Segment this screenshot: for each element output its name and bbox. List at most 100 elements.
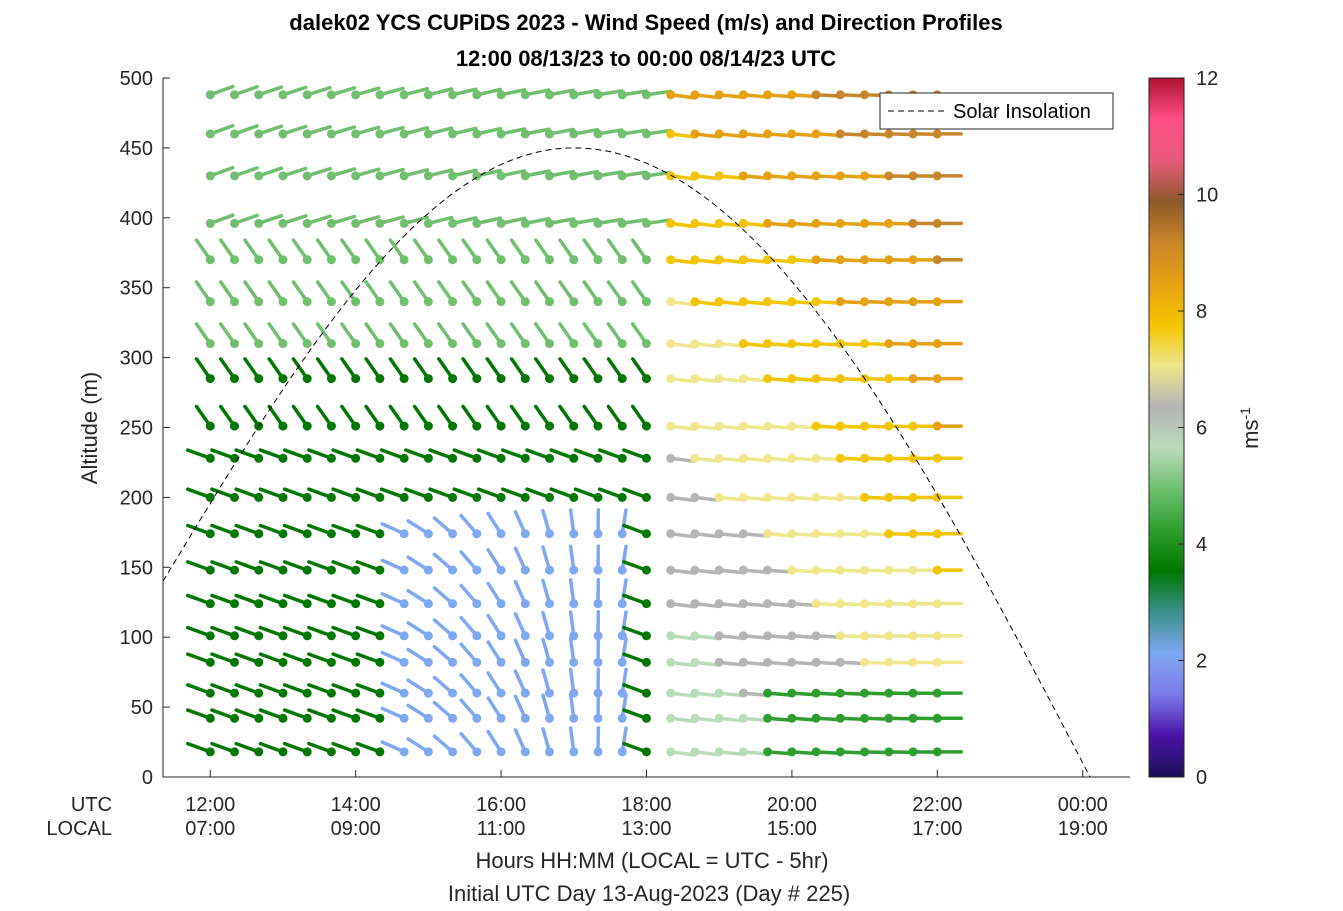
wind-barb [210,652,239,667]
wind-barb [258,708,288,723]
wind-barb [541,726,555,757]
wind-barb [351,167,381,181]
wind-barb [714,421,745,431]
wind-barb [534,238,555,265]
wind-barb [666,599,697,609]
wind-barb [229,166,259,181]
wind-barb [630,404,651,431]
wind-barb [690,747,721,757]
x-tick-label-local: 15:00 [767,818,817,840]
wind-barb [254,85,284,100]
wind-barb [423,87,454,100]
wind-barb [630,322,651,349]
wind-barb [622,683,651,698]
wind-barb [738,297,770,307]
wind-barb [622,625,651,641]
wind-barb [291,238,312,265]
y-tick-label: 200 [120,487,153,509]
wind-barb [307,560,336,575]
wind-barb [210,523,239,539]
wind-barb [738,218,770,228]
wind-barb [714,339,745,349]
wind-barb [622,708,651,723]
wind-barb [282,560,312,575]
wind-barb [340,322,361,349]
wind-barb [763,631,794,641]
wind-barb [258,448,288,463]
legend-box [879,92,1114,130]
wind-barb [541,545,555,575]
wind-barb [714,631,745,641]
wind-barb [355,487,385,502]
wind-barb [714,297,745,307]
wind-barb [205,165,235,181]
wind-barb [331,741,361,757]
y-tick-label: 350 [120,278,153,300]
wind-barb [194,238,215,265]
wind-barb [509,238,530,265]
wind-barb [932,713,964,723]
wind-barb [496,216,527,228]
wind-barb [278,124,308,139]
wind-barb [282,448,312,463]
wind-barb [476,448,506,463]
wind-barb [315,357,336,384]
wind-barb [593,692,603,723]
wind-barb [412,357,433,384]
wind-barb [787,713,818,723]
wind-barb [406,519,433,539]
wind-barb [763,529,794,539]
wind-barb [380,624,409,641]
wind-barb [452,487,482,502]
wind-barb [714,129,745,139]
wind-barb [763,453,794,463]
wind-barb [485,404,506,431]
local-row-label: LOCAL [46,818,112,840]
wind-barb [622,448,651,463]
wind-barb [302,125,332,139]
wind-barb [932,453,964,463]
wind-barb [593,610,603,641]
wind-barb [302,166,332,181]
wind-barb [520,216,551,228]
wind-barb [593,508,603,539]
wind-barb [597,487,627,502]
wind-barb [406,678,433,698]
wind-barb [485,280,506,307]
wind-barb [258,625,288,641]
wind-barb [194,357,215,384]
wind-barb [355,741,385,757]
wind-barb [582,280,603,307]
wind-barb [331,652,361,667]
wind-barb [593,636,603,667]
wind-barb [229,85,259,100]
wind-barb [461,322,482,349]
wind-barb [787,90,818,100]
wind-barb [461,357,482,384]
wind-barb [500,448,530,463]
wind-barb [331,560,361,575]
wind-barb [763,565,794,575]
wind-barb [606,404,627,431]
wind-barb [666,453,697,464]
wind-barb [267,280,288,307]
wind-barb [932,421,964,431]
wind-barb [380,592,409,609]
wind-barb [617,170,648,181]
wind-barb [568,578,579,609]
wind-barb [630,238,651,265]
wind-barb [185,448,215,463]
wind-barb [763,599,794,609]
wind-barb [593,170,624,181]
wind-barb [375,167,405,181]
wind-barb [291,322,312,349]
wind-barb [406,589,433,609]
wind-barb [932,631,964,641]
wind-barb [617,508,628,539]
wind-barb [787,129,818,139]
wind-barb [461,238,482,265]
wind-barb [496,127,527,139]
wind-barb [375,125,405,139]
wind-barb [423,168,454,181]
